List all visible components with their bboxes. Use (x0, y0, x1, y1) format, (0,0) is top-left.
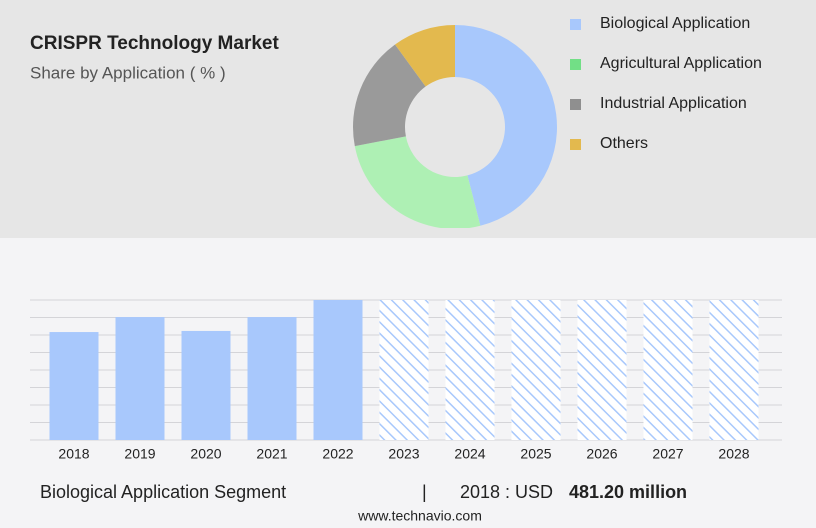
source: www.technavio.com (357, 508, 482, 524)
donut-segment (354, 136, 481, 228)
forecast-placeholder (511, 300, 561, 440)
legend-label: Industrial Application (600, 95, 747, 112)
x-tick-label: 2022 (322, 446, 353, 462)
legend-swatch (570, 99, 581, 110)
x-tick-label: 2024 (454, 446, 485, 462)
bar (313, 300, 363, 440)
bar-chart: 2018 2019 2020 2021 2022 2023 2024 2025 2026 2027… (30, 299, 782, 462)
donut-segment (455, 25, 557, 226)
x-tick-label: 2019 (124, 446, 155, 462)
forecast-placeholder (643, 300, 693, 440)
footer-segment: Biological Application Segment (40, 482, 286, 502)
legend-swatch (570, 139, 581, 150)
x-tick-label: 2026 (586, 446, 617, 462)
x-tick-label: 2021 (256, 446, 287, 462)
forecast-placeholder (709, 300, 759, 440)
x-tick-label: 2020 (190, 446, 221, 462)
bar (49, 332, 99, 440)
legend-label: Agricultural Application (600, 55, 762, 72)
chart-subtitle: Share by Application ( % ) (30, 63, 226, 82)
bar (247, 317, 297, 440)
donut-segment (352, 44, 426, 147)
footer-separator: | (422, 482, 427, 502)
forecast-placeholder (577, 300, 627, 440)
forecast-placeholder (379, 300, 429, 440)
chart-title: CRISPR Technology Market (30, 33, 279, 54)
legend-swatch (570, 19, 581, 30)
x-tick-label: 2027 (652, 446, 683, 462)
forecast-placeholder (445, 300, 495, 440)
footer-value: 481.20 million (569, 482, 687, 502)
legend-label: Others (600, 135, 648, 152)
x-tick-label: 2023 (388, 446, 419, 462)
x-tick-label: 2028 (718, 446, 749, 462)
donut-segment (395, 25, 455, 87)
legend-label: Biological Application (600, 15, 750, 32)
donut (352, 25, 557, 228)
x-tick-label: 2025 (520, 446, 551, 462)
bar (115, 317, 165, 440)
legend-swatch (570, 59, 581, 70)
bar (181, 330, 231, 440)
footer-year: 2018 : USD (460, 482, 553, 502)
x-tick-label: 2018 (58, 446, 89, 462)
